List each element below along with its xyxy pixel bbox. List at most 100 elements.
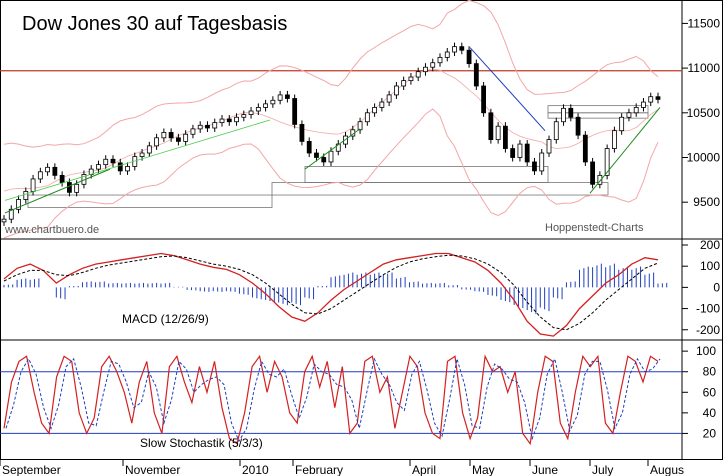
candle-body	[444, 51, 450, 58]
candle-body	[314, 152, 319, 158]
candle-body	[495, 125, 501, 141]
candle-body	[212, 122, 218, 129]
candle-body	[488, 112, 494, 141]
candle-body	[175, 137, 181, 142]
candle-body	[452, 46, 457, 53]
candle-body	[604, 148, 610, 176]
candle-body	[364, 112, 370, 123]
trendline-blue	[469, 47, 546, 132]
macd-tick-label: 200	[700, 238, 720, 252]
macd-tick-label: 0	[713, 280, 720, 294]
candle-body	[481, 85, 487, 114]
macd-tick-label: -200	[696, 323, 720, 337]
candle-body	[67, 182, 72, 193]
candle-body	[125, 166, 130, 172]
candle-body	[146, 145, 152, 154]
candle-body	[96, 164, 101, 170]
candle-body	[45, 166, 50, 173]
candle-body	[524, 143, 530, 163]
candle-body	[270, 99, 276, 105]
support-box	[271, 182, 609, 196]
candle-body	[37, 171, 43, 180]
candle-body	[52, 166, 58, 176]
x-month-label: June	[532, 463, 558, 476]
candle-body	[619, 116, 625, 132]
candle-body	[401, 80, 407, 87]
x-month-label: September	[2, 463, 61, 476]
candle-body	[255, 107, 261, 112]
candle-body	[590, 161, 595, 185]
trendline-green-long	[4, 119, 271, 201]
stoch-tick-label: 80	[703, 365, 717, 379]
candle-body	[437, 56, 443, 64]
macd-signal-line	[3, 254, 659, 331]
candle-body	[117, 162, 123, 172]
candle-body	[197, 124, 203, 130]
candle-body	[423, 66, 428, 73]
candle-body	[532, 161, 537, 172]
price-tick-label: 11000	[688, 61, 721, 75]
candle-body	[110, 158, 116, 164]
x-month-label: November	[125, 463, 180, 476]
candle-body	[459, 46, 465, 51]
watermark-left: www.chartbuero.de	[4, 224, 99, 236]
candle-body	[248, 110, 254, 115]
x-month-label: 2010	[242, 463, 269, 476]
support-box	[27, 194, 273, 208]
stoch-tick-label: 60	[703, 385, 717, 399]
support-box	[304, 166, 549, 183]
candle-body	[59, 174, 65, 183]
trendline-green	[589, 107, 661, 194]
stoch-k-line	[3, 354, 659, 446]
price-tick-label: 10500	[687, 106, 721, 120]
candle-body	[321, 157, 327, 163]
candle-body	[466, 49, 472, 65]
candle-body	[139, 152, 145, 157]
macd-label: MACD (12/26/9)	[122, 312, 209, 326]
candle-body	[633, 107, 639, 114]
candle-body	[306, 140, 312, 154]
price-tick-label: 10000	[687, 150, 721, 164]
macd-line	[3, 252, 659, 337]
candle-body	[379, 101, 385, 108]
bollinger-lower	[3, 108, 659, 239]
candle-body	[335, 143, 341, 152]
candle-body	[190, 128, 196, 135]
candle-body	[1, 218, 7, 223]
candle-body	[553, 121, 559, 141]
bollinger-upper	[3, 0, 659, 148]
candle-body	[473, 63, 479, 87]
candle-body	[626, 112, 632, 118]
x-month-label: February	[295, 463, 343, 476]
candle-body	[30, 178, 36, 192]
x-month-label: Augus	[650, 463, 684, 476]
candle-body	[517, 143, 523, 158]
x-month-label: April	[412, 463, 436, 476]
candle-body	[546, 139, 552, 154]
candle-body	[568, 107, 574, 118]
chart-title: Dow Jones 30 auf Tagesbasis	[22, 13, 287, 35]
candle-body	[16, 199, 21, 210]
candle-body	[575, 116, 581, 136]
macd-tick-label: 100	[700, 259, 720, 273]
candle-body	[372, 107, 378, 114]
candle-body	[539, 152, 545, 172]
stoch-tick-label: 20	[703, 426, 717, 440]
candle-body	[655, 96, 661, 100]
candle-body	[161, 132, 167, 139]
candle-body	[510, 148, 516, 158]
candle-body	[205, 124, 210, 129]
trendline-green	[4, 168, 111, 214]
candle-body	[241, 114, 247, 118]
candle-body	[357, 121, 363, 131]
candle-body	[408, 76, 414, 82]
candle-body	[502, 125, 508, 149]
candle-body	[612, 130, 617, 149]
candle-body	[582, 134, 588, 163]
trendline-green	[304, 128, 361, 170]
candle-body	[183, 133, 189, 142]
candle-body	[168, 132, 174, 139]
stoch-label: Slow Stochastik (5/3/3)	[140, 436, 263, 450]
candle-body	[263, 103, 269, 108]
